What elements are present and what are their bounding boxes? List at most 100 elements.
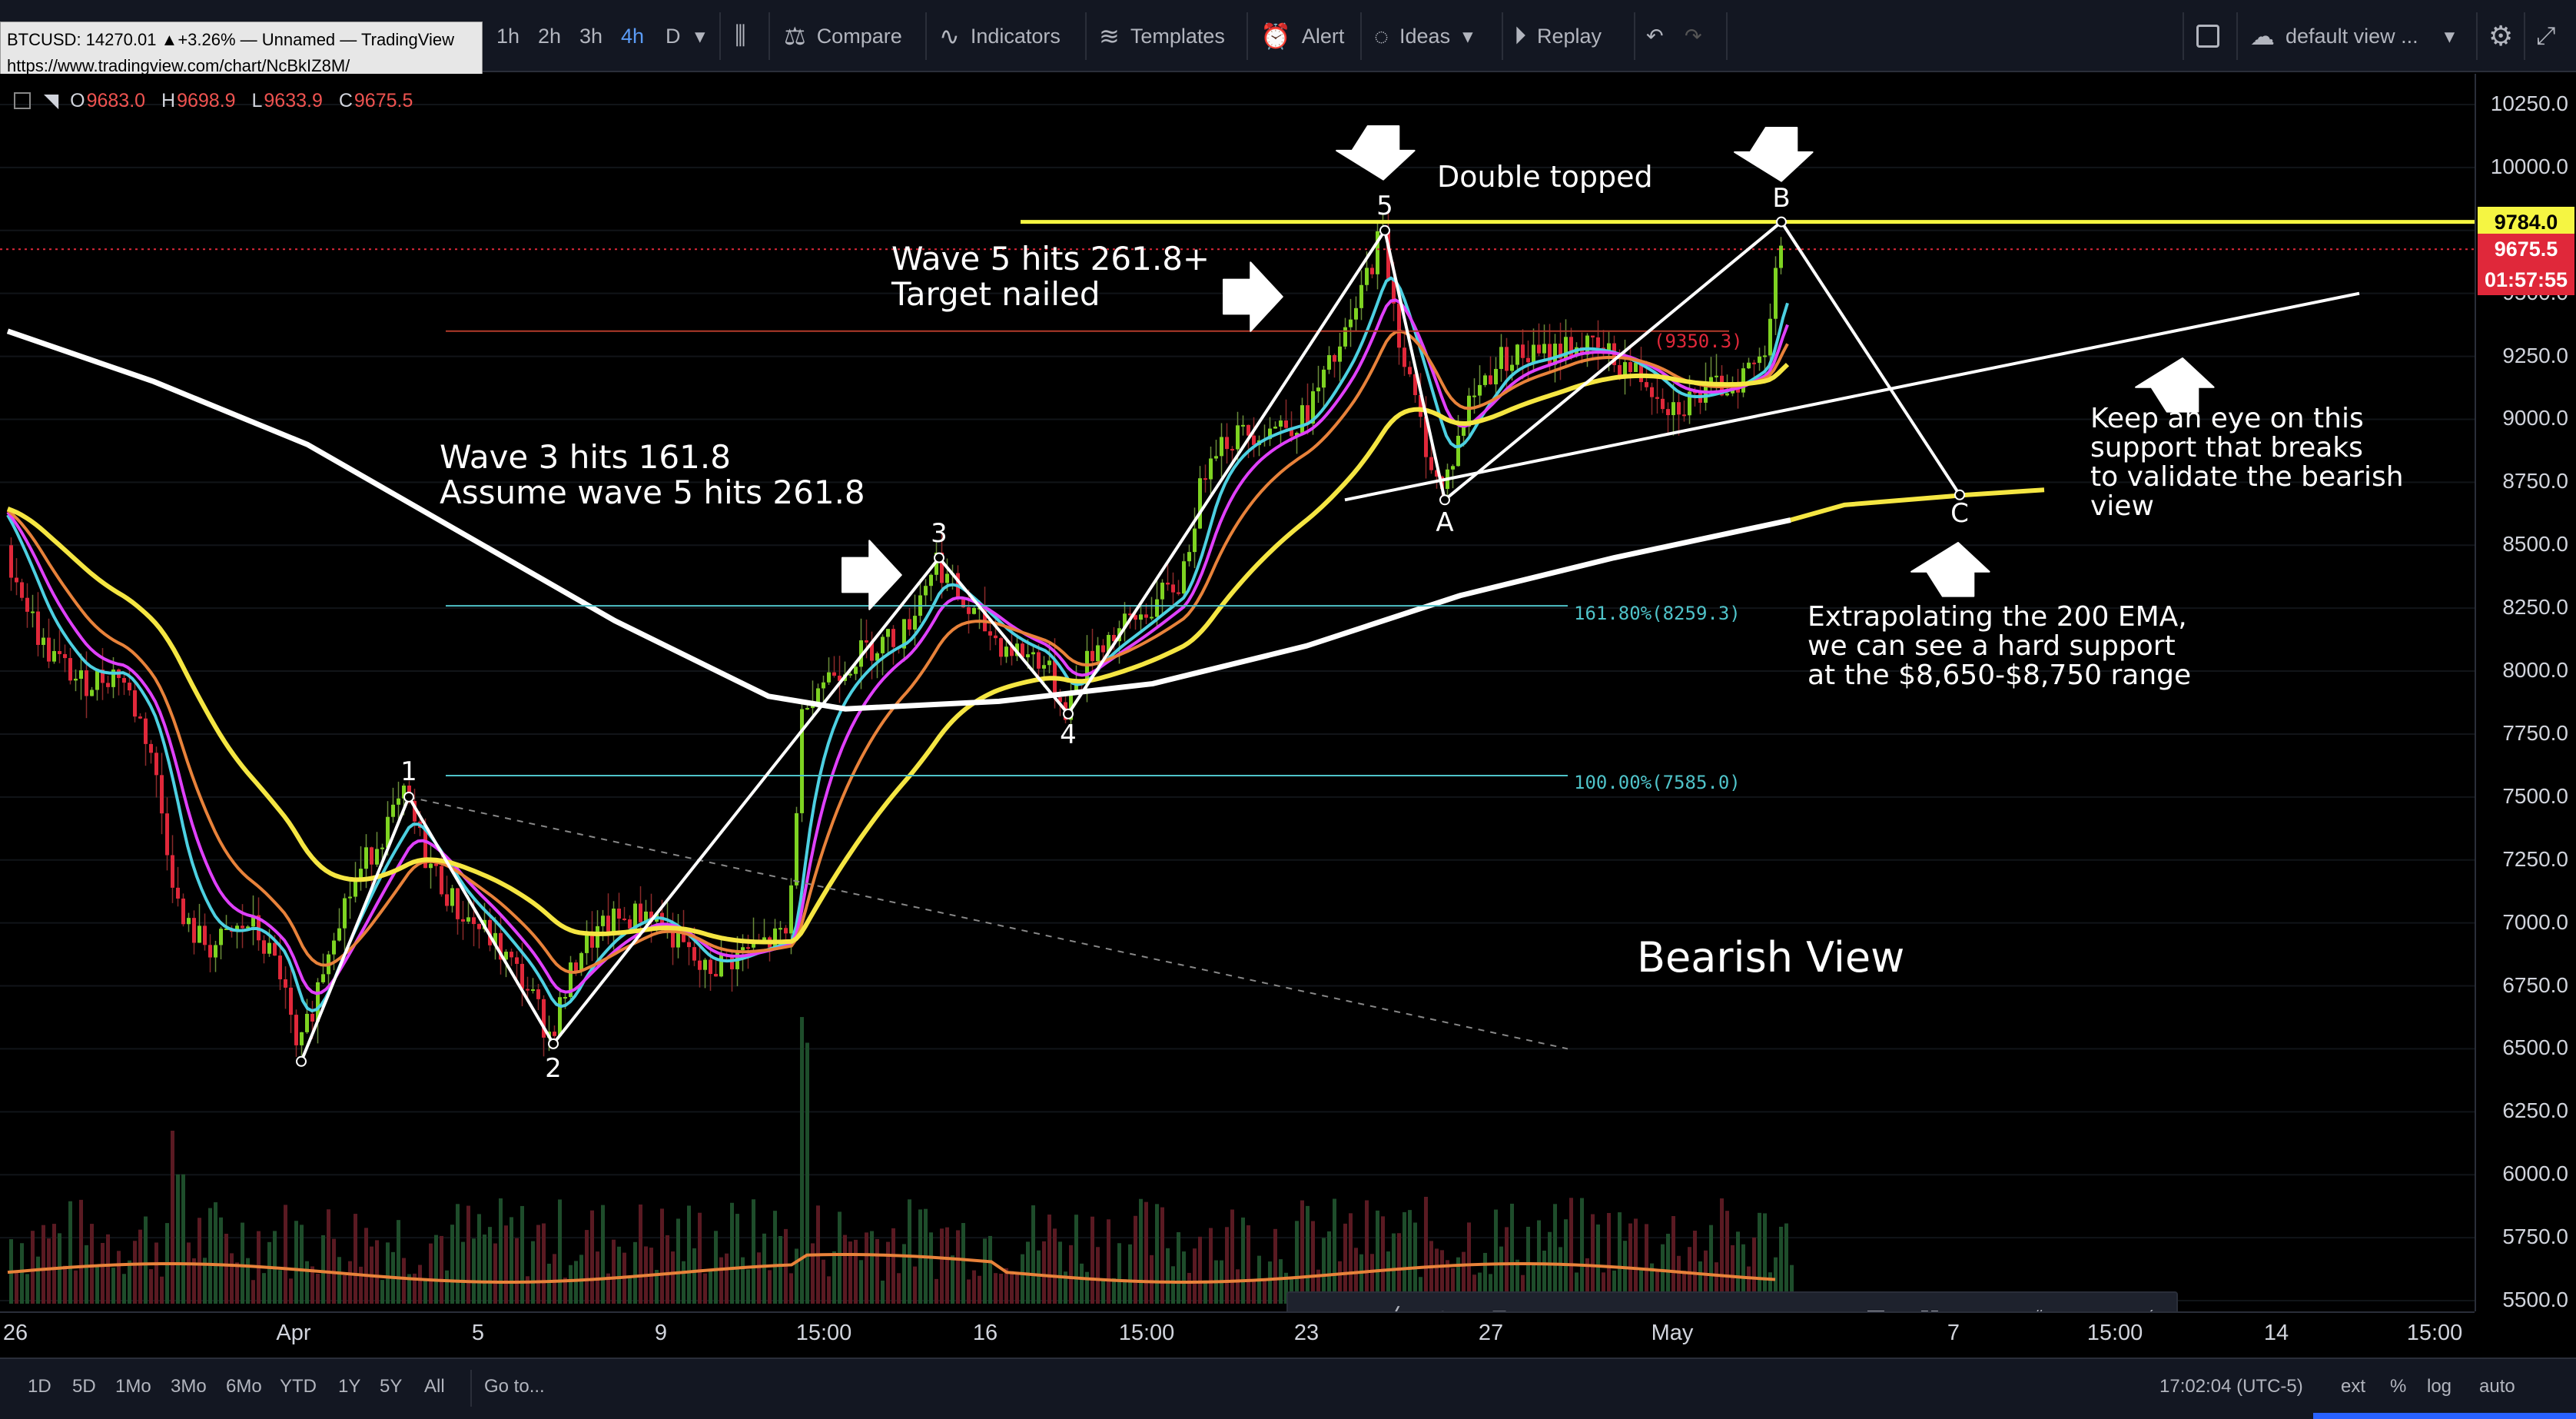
volume-bar [1446, 1260, 1449, 1304]
candle-body [321, 974, 325, 982]
auto-toggle[interactable]: auto [2479, 1376, 2515, 1397]
interval-4h[interactable]: 4h [621, 24, 645, 48]
volume-bar [800, 1017, 804, 1304]
candle-body [1693, 391, 1697, 394]
price-chart[interactable] [0, 74, 2475, 1311]
volume-bar [1575, 1272, 1578, 1304]
range-all[interactable]: All [424, 1376, 445, 1397]
candle-body [9, 545, 13, 578]
candle-body [466, 917, 470, 922]
annotation-keep-eye-line2: support that breaks [2090, 432, 2363, 464]
close-label: C [338, 90, 353, 111]
candle-body [1537, 344, 1541, 354]
log-toggle[interactable]: log [2427, 1376, 2452, 1397]
gear-icon[interactable]: ⚙ [2488, 20, 2514, 52]
volume-bar [854, 1239, 858, 1304]
volume-bar [762, 1233, 766, 1304]
clock-display[interactable]: 17:02:04 (UTC-5) [2159, 1376, 2303, 1397]
volume-bar [1650, 1263, 1654, 1304]
percent-toggle[interactable]: % [2390, 1376, 2407, 1397]
candle-body [617, 909, 621, 919]
candle-body [1273, 426, 1277, 429]
eye-icon[interactable]: ◥ [43, 90, 59, 111]
candle-body [832, 672, 836, 676]
interval-2h[interactable]: 2h [538, 24, 562, 48]
annotation-wave5-line1: Wave 5 hits 261.8+ [891, 240, 1210, 277]
volume-bar [1338, 1261, 1342, 1304]
candle-body [370, 847, 373, 865]
candle-body [1618, 364, 1622, 376]
candle-body [1112, 635, 1116, 642]
volume-bar [1542, 1250, 1546, 1304]
volume-bar [1784, 1223, 1788, 1304]
candle-body [493, 932, 497, 945]
volume-bar [961, 1223, 965, 1304]
candle-body [1456, 435, 1460, 467]
volume-bar [20, 1243, 24, 1304]
candle-body [224, 928, 228, 930]
volume-bar [531, 1241, 535, 1304]
range-1y[interactable]: 1Y [338, 1376, 361, 1397]
candle-body [1575, 347, 1578, 357]
range-ytd[interactable]: YTD [280, 1376, 317, 1397]
replay-button[interactable]: ⏵ Replay [1514, 0, 1602, 72]
range-1mo[interactable]: 1Mo [115, 1376, 151, 1397]
undo-icon[interactable]: ↶ [1646, 24, 1664, 48]
indicators-button[interactable]: ∿ Indicators [939, 0, 1061, 72]
ext-toggle[interactable]: ext [2341, 1376, 2366, 1397]
range-6mo[interactable]: 6Mo [226, 1376, 262, 1397]
candle-body [698, 960, 702, 970]
cloud-icon: ☁ [2250, 22, 2275, 50]
collapse-legend-icon[interactable] [14, 92, 31, 109]
expand-icon[interactable]: ⤢ [2536, 22, 2556, 49]
arrow-down-wave5-icon [1336, 125, 1416, 181]
volume-bar [300, 1225, 304, 1304]
interval-1h[interactable]: 1h [496, 24, 520, 48]
volume-bar [1107, 1219, 1110, 1304]
time-axis[interactable]: 26 Apr 5 9 15:00 16 15:00 23 27 May 7 15:00 14 15:00 [0, 1311, 2475, 1358]
volume-bar [1010, 1271, 1014, 1304]
volume-bar [1741, 1244, 1745, 1304]
candle-style-icon[interactable]: ⫼ [735, 22, 746, 49]
range-3mo[interactable]: 3Mo [171, 1376, 207, 1397]
interval-3h[interactable]: 3h [579, 24, 603, 48]
candle-body [251, 915, 255, 927]
chart-pane[interactable]: ◥ O9683.0 H9698.9 L9633.9 C9675.5 Double… [0, 74, 2576, 1348]
candle-body [423, 828, 427, 869]
candle-body [628, 919, 632, 929]
ideas-button[interactable]: ◌ Ideas ▾ [1374, 0, 1473, 72]
candle-body [1386, 231, 1390, 281]
candle-body [413, 800, 417, 822]
volume-bar [1532, 1264, 1535, 1304]
alert-button[interactable]: ⏰ Alert [1260, 0, 1344, 72]
interval-d[interactable]: D [666, 24, 681, 48]
fullscreen-toggle-icon[interactable] [2196, 0, 2219, 72]
default-view-button[interactable]: ☁ default view ... ▾ [2250, 0, 2455, 72]
candle-body [838, 676, 842, 681]
price-axis[interactable]: 10250.010000.09750.09500.09250.09000.087… [2475, 74, 2576, 1311]
candle-body [1639, 362, 1643, 383]
range-5y[interactable]: 5Y [380, 1376, 403, 1397]
volume-bar [230, 1253, 234, 1304]
volume-bar [940, 1228, 944, 1304]
volume-bar [1424, 1196, 1428, 1304]
volume-bar [1483, 1252, 1487, 1304]
range-1d[interactable]: 1D [28, 1376, 51, 1397]
volume-bar [1037, 1250, 1041, 1304]
candle-body [343, 898, 347, 929]
fib-label-100: 100.00%(7585.0) [1574, 772, 1741, 793]
candle-body [709, 959, 712, 975]
indicators-icon: ∿ [939, 22, 960, 50]
range-5d[interactable]: 5D [72, 1376, 96, 1397]
fib-label-1618: 161.80%(8259.3) [1574, 603, 1741, 624]
volume-bar [241, 1222, 244, 1304]
volume-bar [1150, 1255, 1154, 1304]
goto-button[interactable]: Go to... [484, 1376, 545, 1397]
interval-dropdown-icon[interactable]: ▾ [695, 24, 705, 48]
candle-body [805, 708, 809, 710]
compare-button[interactable]: ⚖ Compare [784, 0, 902, 72]
candle-body [1666, 409, 1670, 416]
redo-icon[interactable]: ↷ [1685, 24, 1702, 48]
templates-button[interactable]: ≋ Templates [1099, 0, 1225, 72]
volume-bar [574, 1261, 578, 1304]
